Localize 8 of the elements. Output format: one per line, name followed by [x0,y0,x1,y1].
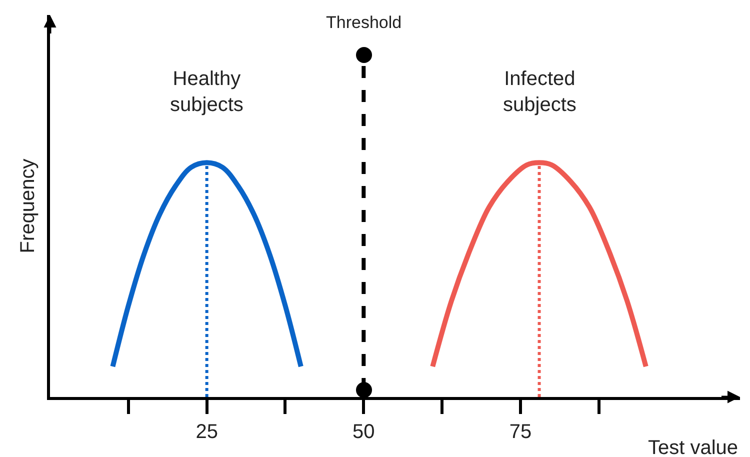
x-axis-title: Test value [648,437,738,457]
x-tick-label: 25 [196,420,218,443]
x-tick-label: 50 [352,420,375,443]
x-tick-label: 75 [509,420,532,443]
ref-line-label: Threshold [326,13,402,32]
y-axis-title: Frequency [16,158,39,254]
text: Infected subjects [503,68,576,116]
text: Healthy subjects [170,68,244,116]
